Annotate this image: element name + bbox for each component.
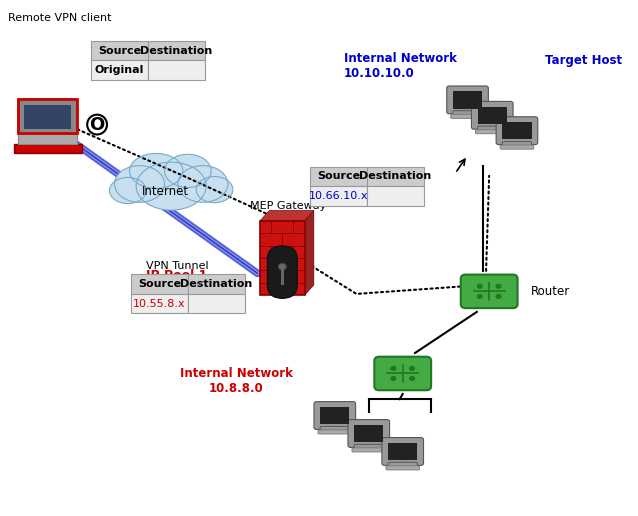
FancyBboxPatch shape xyxy=(267,246,297,298)
Ellipse shape xyxy=(136,162,206,210)
FancyBboxPatch shape xyxy=(367,186,424,206)
Text: Target Host: Target Host xyxy=(545,54,622,67)
Ellipse shape xyxy=(165,154,211,187)
Text: Internal Network
10.10.10.0: Internal Network 10.10.10.0 xyxy=(344,52,457,79)
Text: IP Pool 2: IP Pool 2 xyxy=(313,172,375,185)
FancyBboxPatch shape xyxy=(320,426,350,431)
Circle shape xyxy=(496,294,501,299)
Circle shape xyxy=(496,284,501,289)
Ellipse shape xyxy=(130,153,183,188)
Circle shape xyxy=(477,284,483,289)
Text: 10.55.8.x: 10.55.8.x xyxy=(133,299,186,309)
FancyBboxPatch shape xyxy=(18,132,77,143)
FancyBboxPatch shape xyxy=(461,275,517,308)
FancyBboxPatch shape xyxy=(382,438,424,465)
FancyBboxPatch shape xyxy=(314,401,355,429)
FancyBboxPatch shape xyxy=(500,145,534,149)
FancyBboxPatch shape xyxy=(386,466,420,470)
Polygon shape xyxy=(304,211,314,295)
Text: Source: Source xyxy=(138,279,181,289)
FancyBboxPatch shape xyxy=(367,167,424,186)
FancyBboxPatch shape xyxy=(188,294,244,313)
FancyBboxPatch shape xyxy=(471,101,513,129)
Text: Destination: Destination xyxy=(359,171,431,182)
Ellipse shape xyxy=(178,166,228,202)
Text: Destination: Destination xyxy=(180,279,253,289)
FancyBboxPatch shape xyxy=(320,407,350,424)
Ellipse shape xyxy=(197,176,233,203)
Text: Source: Source xyxy=(317,171,360,182)
FancyBboxPatch shape xyxy=(260,221,304,295)
FancyBboxPatch shape xyxy=(375,357,431,390)
Circle shape xyxy=(390,366,396,371)
Text: Source: Source xyxy=(98,45,141,56)
FancyBboxPatch shape xyxy=(131,294,188,313)
Text: Internal Network
10.8.8.0: Internal Network 10.8.8.0 xyxy=(179,367,292,395)
Text: Original: Original xyxy=(94,65,144,75)
Text: Internet: Internet xyxy=(142,185,189,198)
FancyBboxPatch shape xyxy=(91,60,148,80)
FancyBboxPatch shape xyxy=(453,111,482,116)
FancyBboxPatch shape xyxy=(281,268,284,285)
Polygon shape xyxy=(260,211,314,221)
Circle shape xyxy=(409,366,415,371)
Ellipse shape xyxy=(114,166,165,202)
Text: Destination: Destination xyxy=(140,45,212,56)
FancyBboxPatch shape xyxy=(354,425,383,442)
FancyBboxPatch shape xyxy=(24,105,71,129)
Text: Remote VPN client: Remote VPN client xyxy=(8,13,111,23)
FancyBboxPatch shape xyxy=(447,86,488,114)
Text: 10.66.10.x: 10.66.10.x xyxy=(309,191,368,201)
FancyBboxPatch shape xyxy=(14,143,82,153)
FancyBboxPatch shape xyxy=(354,444,383,449)
FancyBboxPatch shape xyxy=(388,462,417,467)
FancyBboxPatch shape xyxy=(318,430,352,434)
FancyBboxPatch shape xyxy=(310,186,367,206)
FancyBboxPatch shape xyxy=(502,141,531,147)
FancyBboxPatch shape xyxy=(310,167,367,186)
FancyBboxPatch shape xyxy=(348,420,390,447)
FancyBboxPatch shape xyxy=(478,106,507,124)
Text: IP Pool 1: IP Pool 1 xyxy=(147,269,208,282)
Text: O: O xyxy=(89,116,105,134)
FancyBboxPatch shape xyxy=(496,117,538,144)
FancyBboxPatch shape xyxy=(388,443,417,460)
FancyBboxPatch shape xyxy=(91,41,148,60)
FancyBboxPatch shape xyxy=(478,126,507,131)
Text: VPN Tunnel: VPN Tunnel xyxy=(146,261,209,271)
FancyBboxPatch shape xyxy=(502,122,531,139)
FancyBboxPatch shape xyxy=(148,41,205,60)
Text: Router: Router xyxy=(531,285,570,298)
Circle shape xyxy=(477,294,483,299)
FancyBboxPatch shape xyxy=(18,99,77,134)
Text: MEP Gateway: MEP Gateway xyxy=(250,201,327,211)
FancyBboxPatch shape xyxy=(450,114,484,118)
FancyBboxPatch shape xyxy=(188,275,244,294)
FancyBboxPatch shape xyxy=(475,130,509,134)
Circle shape xyxy=(278,263,286,270)
Circle shape xyxy=(409,376,415,381)
FancyBboxPatch shape xyxy=(352,448,385,452)
FancyBboxPatch shape xyxy=(148,60,205,80)
FancyBboxPatch shape xyxy=(131,275,188,294)
FancyBboxPatch shape xyxy=(453,91,482,109)
Ellipse shape xyxy=(110,178,146,204)
Circle shape xyxy=(390,376,396,381)
